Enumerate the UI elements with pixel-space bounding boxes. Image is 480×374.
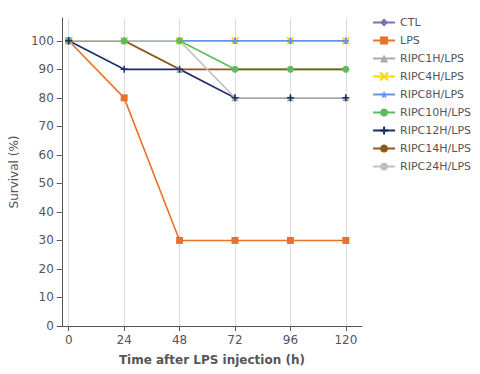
- svg-text:RIPC14H/LPS: RIPC14H/LPS: [400, 142, 471, 155]
- svg-text:LPS: LPS: [400, 34, 420, 47]
- svg-text:Survival (%): Survival (%): [7, 136, 21, 209]
- svg-text:0: 0: [65, 333, 73, 347]
- svg-text:96: 96: [283, 333, 298, 347]
- svg-text:50: 50: [39, 176, 54, 190]
- svg-text:RIPC4H/LPS: RIPC4H/LPS: [400, 70, 464, 83]
- svg-text:RIPC12H/LPS: RIPC12H/LPS: [400, 124, 471, 137]
- svg-text:120: 120: [334, 333, 357, 347]
- svg-text:48: 48: [172, 333, 187, 347]
- svg-text:30: 30: [39, 233, 54, 247]
- svg-text:72: 72: [227, 333, 242, 347]
- svg-text:24: 24: [117, 333, 132, 347]
- svg-text:RIPC1H/LPS: RIPC1H/LPS: [400, 52, 464, 65]
- svg-text:0: 0: [46, 319, 54, 333]
- svg-text:100: 100: [31, 34, 54, 48]
- svg-text:60: 60: [39, 148, 54, 162]
- svg-text:10: 10: [39, 290, 54, 304]
- svg-text:CTL: CTL: [400, 16, 421, 29]
- svg-text:RIPC8H/LPS: RIPC8H/LPS: [400, 88, 464, 101]
- svg-text:RIPC10H/LPS: RIPC10H/LPS: [400, 106, 471, 119]
- svg-text:RIPC24H/LPS: RIPC24H/LPS: [400, 160, 471, 173]
- svg-text:80: 80: [39, 91, 54, 105]
- svg-text:Time after LPS injection (h): Time after LPS injection (h): [119, 353, 305, 367]
- svg-text:90: 90: [39, 62, 54, 76]
- svg-text:20: 20: [39, 262, 54, 276]
- svg-text:70: 70: [39, 119, 54, 133]
- svg-text:40: 40: [39, 205, 54, 219]
